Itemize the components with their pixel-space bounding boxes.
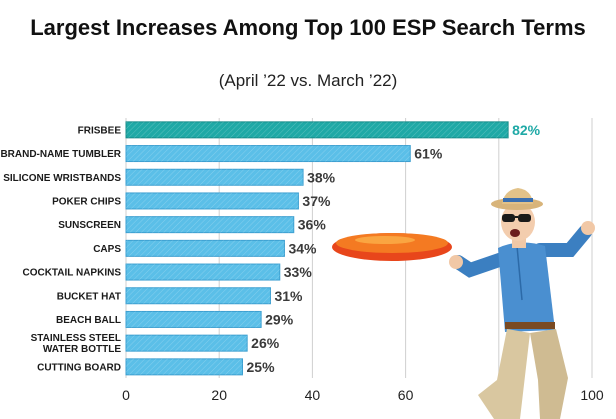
x-tick-label: 0 <box>122 387 130 403</box>
x-tick-label: 60 <box>398 387 414 403</box>
category-label: COCKTAIL NAPKINS <box>22 268 121 279</box>
data-label: 29% <box>265 311 294 327</box>
category-label: CAPS <box>93 244 121 255</box>
bar-texture <box>126 192 299 209</box>
chart-title: Largest Increases Among Top 100 ESP Sear… <box>0 14 616 41</box>
bar-texture <box>126 335 248 352</box>
frisbee-icon <box>332 233 452 261</box>
category-label: STAINLESS STEEL WATER BOTTLE <box>31 333 122 355</box>
category-label-line: SUNSCREEN <box>58 220 121 231</box>
category-label-line: WATER BOTTLE <box>43 344 121 355</box>
category-label-line: BEACH BALL <box>56 315 121 326</box>
category-label-line: STAINLESS STEEL <box>31 333 121 344</box>
bar-texture <box>126 358 243 375</box>
category-label-line: CUTTING BOARD <box>37 362 121 373</box>
data-label: 34% <box>288 240 317 256</box>
chart-subtitle: (April ’22 vs. March ’22) <box>218 71 398 90</box>
category-label: SILICONE WRISTBANDS <box>3 173 121 184</box>
x-tick-label: 100 <box>580 387 604 403</box>
bar-texture <box>126 121 509 138</box>
bar-texture <box>126 240 285 257</box>
bar-texture <box>126 264 280 281</box>
value-labels: 82% 61% 38% 37% 36% 34% 33% 31% 29% 26% 25% <box>247 122 541 375</box>
bar-texture <box>126 311 262 328</box>
category-label-line: FRISBEE <box>78 125 122 136</box>
bar-texture <box>126 287 271 304</box>
category-label: BEACH BALL <box>56 315 121 326</box>
data-label: 33% <box>284 264 313 280</box>
category-label-line: BRAND-NAME TUMBLER <box>0 149 121 160</box>
category-label: BRAND-NAME TUMBLER <box>0 149 121 160</box>
category-label-line: POKER CHIPS <box>52 196 121 207</box>
category-label-line: SILICONE WRISTBANDS <box>3 173 121 184</box>
bar-texture <box>126 216 294 233</box>
chart-title-text: Largest Increases Among Top 100 ESP Sear… <box>30 15 586 40</box>
data-label: 37% <box>302 193 331 209</box>
data-label: 82% <box>512 122 541 138</box>
data-label: 25% <box>247 359 276 375</box>
x-tick-label: 20 <box>211 387 227 403</box>
category-label: CUTTING BOARD <box>37 362 121 373</box>
category-label-line: CAPS <box>93 244 121 255</box>
bars <box>125 121 509 376</box>
data-label: 36% <box>298 217 327 233</box>
category-labels: FRISBEE BRAND-NAME TUMBLER SILICONE WRISTB… <box>0 125 121 373</box>
category-label: BUCKET HAT <box>57 291 121 302</box>
bar-texture <box>126 169 304 186</box>
data-label: 61% <box>414 146 443 162</box>
category-label: SUNSCREEN <box>58 220 121 231</box>
man-throwing-frisbee-icon <box>332 188 595 419</box>
data-label: 38% <box>307 169 336 185</box>
category-label-line: BUCKET HAT <box>57 291 121 302</box>
category-label-line: COCKTAIL NAPKINS <box>22 268 121 279</box>
data-label: 31% <box>274 288 303 304</box>
data-label: 26% <box>251 335 280 351</box>
category-label: POKER CHIPS <box>52 196 121 207</box>
x-tick-label: 40 <box>305 387 321 403</box>
bar-texture <box>126 145 411 162</box>
x-axis-ticks: 020406080100 <box>122 387 604 403</box>
man-figure <box>449 188 595 419</box>
category-label: FRISBEE <box>78 125 122 136</box>
